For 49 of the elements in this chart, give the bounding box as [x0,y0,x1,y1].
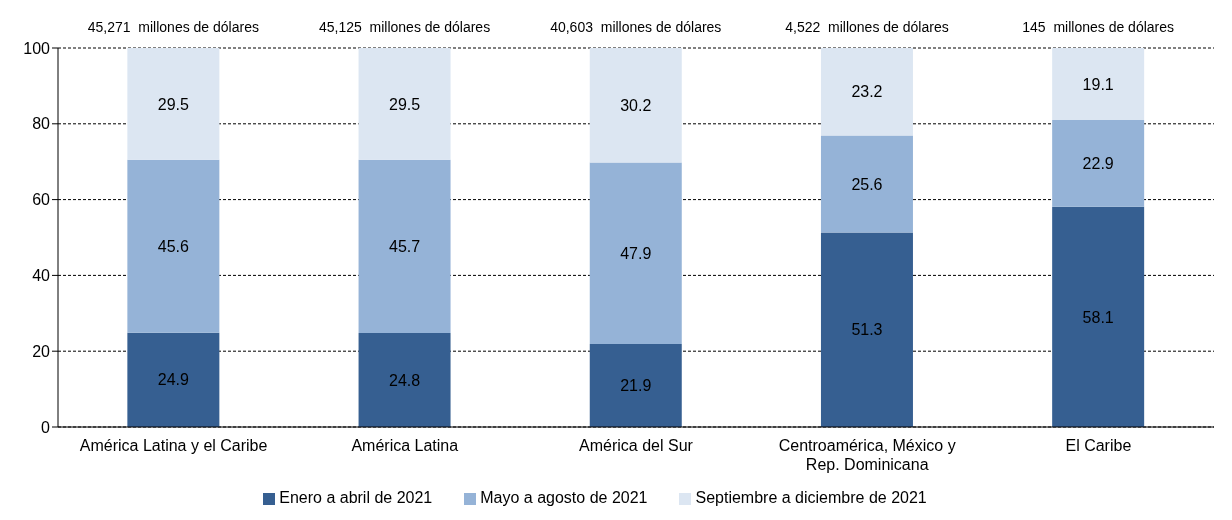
x-tick-label: América Latina y el Caribe [79,437,268,454]
x-tick-label: América Latina [351,437,459,454]
text: 4,522 millones de dólares [785,19,949,35]
text: 45,271 millones de dólares [87,19,259,35]
bar [1052,120,1145,207]
legend-label: Mayo a agosto de 2021 [480,489,648,506]
data-label: 19.1 [1082,75,1114,93]
data-label: 24.9 [157,371,190,389]
bar [1052,48,1145,121]
y-tick-label: 20 [32,342,51,360]
data-label: 51.3 [851,321,883,339]
legend-label: Septiembre a diciembre de 2021 [695,489,927,506]
bar [589,344,682,427]
bar [589,48,682,163]
x-tick-label: Centroamérica, México y Rep. Dominicana [778,437,956,473]
y-tick-label: 80 [32,115,51,133]
bar [358,48,451,160]
bar [589,162,682,344]
data-label: 29.5 [157,95,190,113]
y-tick-label: 60 [32,191,51,209]
bar [1052,206,1145,427]
bar [127,159,220,333]
data-label: 25.6 [851,175,883,193]
data-label: 22.9 [1082,155,1114,173]
bar [820,48,913,136]
data-label: 30.2 [620,96,652,114]
y-tick-label: 0 [41,418,51,436]
y-tick-label: 100 [23,39,51,57]
y-tick-label: 40 [32,267,51,285]
data-label: 21.9 [620,377,652,395]
data-label: 47.9 [620,244,652,262]
data-label: 58.1 [1082,308,1114,326]
data-label: 23.2 [851,83,883,101]
bar [820,232,913,427]
text: 145 millones de dólares [1022,19,1175,35]
data-label: 45.6 [157,237,190,255]
bar [358,333,451,427]
legend-label: Enero a abril de 2021 [279,489,433,506]
bar [127,332,220,427]
bar [127,48,220,160]
x-tick-label: El Caribe [1065,437,1132,454]
data-label: 24.8 [388,371,421,389]
data-label: 29.5 [388,95,421,113]
bar [358,159,451,334]
x-tick-label: América del Sur [579,437,694,454]
text: 45,125 millones de dólares [318,19,491,35]
data-label: 45.7 [388,238,421,256]
bar [820,135,913,233]
text: 40,603 millones de dólares [550,19,722,35]
